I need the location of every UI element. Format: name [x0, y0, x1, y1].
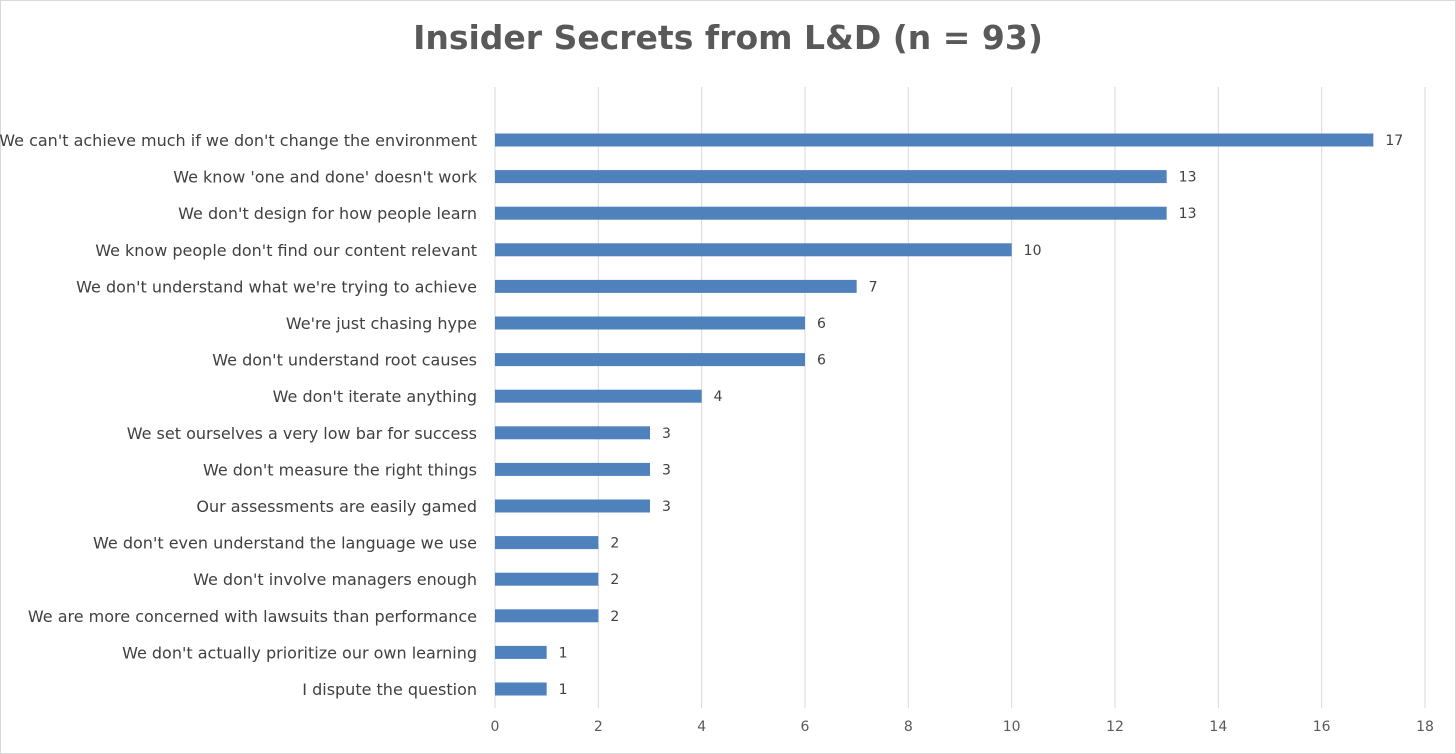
- bar: [495, 353, 805, 367]
- bar: [495, 682, 547, 696]
- data-label: 6: [817, 316, 826, 332]
- x-tick-label: 10: [1003, 719, 1021, 735]
- data-label: 4: [714, 389, 723, 405]
- category-label: Our assessments are easily gamed: [196, 497, 477, 516]
- category-label: We don't understand root causes: [212, 351, 477, 370]
- category-label: We don't design for how people learn: [178, 204, 477, 223]
- data-label: 3: [662, 462, 671, 478]
- bar: [495, 462, 650, 476]
- data-label: 1: [559, 645, 568, 661]
- x-tick-label: 14: [1209, 719, 1227, 735]
- category-label: We are more concerned with lawsuits than…: [28, 607, 477, 626]
- category-label: We can't achieve much if we don't change…: [0, 131, 477, 150]
- x-tick-label: 12: [1106, 719, 1124, 735]
- bar: [495, 133, 1374, 147]
- bar: [495, 279, 857, 293]
- bar: [495, 609, 599, 623]
- data-label: 2: [610, 572, 619, 588]
- bar: [495, 206, 1167, 220]
- bar: [495, 243, 1012, 257]
- data-label: 2: [610, 609, 619, 625]
- data-label: 10: [1024, 243, 1042, 259]
- category-label: We don't measure the right things: [203, 460, 477, 479]
- data-label: 3: [662, 499, 671, 515]
- x-tick-label: 8: [904, 719, 913, 735]
- data-label: 2: [610, 536, 619, 552]
- category-label: We don't actually prioritize our own lea…: [122, 643, 477, 662]
- bar: [495, 170, 1167, 184]
- x-tick-label: 16: [1313, 719, 1331, 735]
- category-label: We don't iterate anything: [273, 387, 477, 406]
- bar: [495, 572, 599, 586]
- category-label: We know people don't find our content re…: [95, 241, 477, 260]
- x-tick-label: 6: [801, 719, 810, 735]
- category-label: We know 'one and done' doesn't work: [173, 168, 478, 187]
- category-label: We're just chasing hype: [286, 314, 477, 333]
- category-label: We don't involve managers enough: [193, 570, 477, 589]
- data-label: 7: [869, 279, 878, 295]
- category-labels: We can't achieve much if we don't change…: [0, 131, 478, 699]
- data-label: 17: [1385, 133, 1403, 149]
- bar: [495, 499, 650, 513]
- x-tick-label: 0: [491, 719, 500, 735]
- x-tick-label: 4: [697, 719, 706, 735]
- category-label: We don't understand what we're trying to…: [76, 277, 477, 296]
- bar: [495, 316, 805, 330]
- data-label: 13: [1179, 206, 1197, 222]
- bar: [495, 536, 599, 550]
- data-label: 6: [817, 353, 826, 369]
- data-label: 3: [662, 426, 671, 442]
- bars: [495, 133, 1374, 696]
- x-tick-label: 2: [594, 719, 603, 735]
- bar: [495, 389, 702, 403]
- data-label: 1: [559, 682, 568, 698]
- bar: [495, 645, 547, 659]
- data-label: 13: [1179, 170, 1197, 186]
- bar: [495, 426, 650, 440]
- category-label: We set ourselves a very low bar for succ…: [127, 424, 477, 443]
- chart-title: Insider Secrets from L&D (n = 93): [413, 18, 1043, 57]
- data-labels: 17 13 13 10 7 6 6 4 3 3 3 2 2 2 1 1: [559, 133, 1403, 698]
- x-tick-label: 18: [1416, 719, 1434, 735]
- category-label: We don't even understand the language we…: [93, 534, 477, 553]
- x-axis: 0 2 4 6 8 10 12 14 16 18: [491, 719, 1434, 735]
- category-label: I dispute the question: [302, 680, 477, 699]
